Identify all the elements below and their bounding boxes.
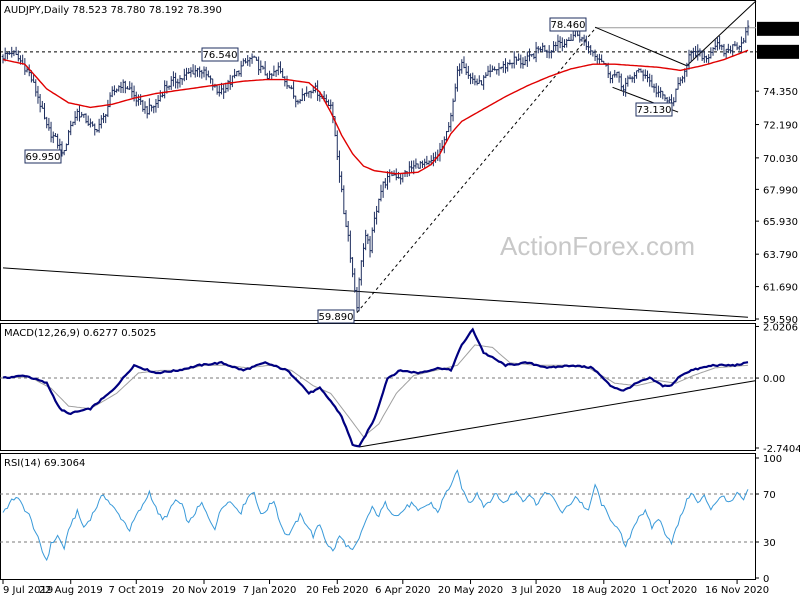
price-tag-label: 78.390 [763,25,798,36]
price-annotation-label: 76.540 [203,50,238,61]
date-axis-label: 6 Apr 2020 [375,585,430,596]
macd-chart [0,327,757,448]
price-axis: 76.900 74.350 72.190 70.030 67.990 65.930 63.7… [755,21,799,326]
rsi-chart [0,469,756,562]
price-axis-label: 67.990 [763,185,798,196]
price-axis-label: 61.690 [763,283,798,294]
rsi-title: RSI(14) 69.3064 [4,458,85,469]
price-annotation-box [317,309,355,324]
date-axis-label: 20 Nov 2019 [172,585,236,596]
support-trendline [2,267,749,318]
price-tag-box [757,21,799,36]
price-title: AUDJPY,Daily 78.523 78.780 78.192 78.390 [4,5,222,16]
rsi-axis-label: 70 [763,490,776,501]
date-axis-label: 18 Aug 2020 [572,585,636,596]
price-panel-frame [0,0,756,321]
date-axis-label: 22 Aug 2019 [39,585,103,596]
price-annotation-box [201,47,239,62]
price-axis-label: 70.030 [763,154,798,165]
date-axis-label: 3 Jul 2020 [511,585,561,596]
price-axis-label: 74.350 [763,87,798,98]
macd-axis-label: 0.00 [763,374,785,385]
price-axis-label: 59.590 [763,315,798,326]
price-annotation-box [635,102,673,117]
date-axis-label: 20 Feb 2020 [306,585,368,596]
price-axis-label: 63.790 [763,250,798,261]
macd-panel-frame [0,323,756,451]
date-axis-label: 16 Nov 2020 [705,585,769,596]
macd-trendline [359,380,757,448]
price-annotation-label: 73.130 [637,105,672,116]
price-tag-box [757,44,799,59]
breakout-line [686,0,757,67]
rsi-axis-label: 0 [763,574,769,585]
date-axis-label: 7 Oct 2019 [109,585,164,596]
wedge-upper-line [594,26,688,67]
price-annotation-label: 78.460 [551,20,586,31]
date-axis-label: 1 Oct 2020 [642,585,697,596]
rising-trendline [356,28,596,313]
price-annotation-box [24,149,62,164]
price-annotation-box [549,17,587,32]
watermark: ActionForex.com [500,231,695,261]
price-chart: 76.540 69.950 59.890 78.460 73.130 [0,0,757,324]
price-axis-label: 72.190 [763,121,798,132]
ohlc-bars [1,20,750,312]
macd-title: MACD(12,26,9) 0.6277 0.5025 [4,328,156,339]
macd-line [2,327,749,448]
price-annotation-label: 69.950 [26,152,61,163]
macd-axis-label: 2.0206 [763,322,798,333]
price-tag-label: 76.900 [763,48,798,59]
rsi-axis-label: 100 [763,454,782,465]
rsi-axis: 100 70 30 0 [755,454,782,585]
price-annotation-label: 59.890 [319,312,354,323]
date-axis-label: 7 Jan 2020 [243,585,297,596]
date-axis-label: 9 Jul 2019 [3,585,53,596]
macd-axis: 2.0206 0.00 -2.7404 [755,322,800,455]
price-axis-label: 65.930 [763,217,798,228]
date-axis-label: 20 May 2020 [438,585,503,596]
rsi-axis-label: 30 [763,538,776,549]
moving-average-line [2,49,749,175]
macd-signal-line [2,344,749,438]
rsi-line [2,469,749,562]
macd-axis-label: -2.7404 [763,444,800,455]
